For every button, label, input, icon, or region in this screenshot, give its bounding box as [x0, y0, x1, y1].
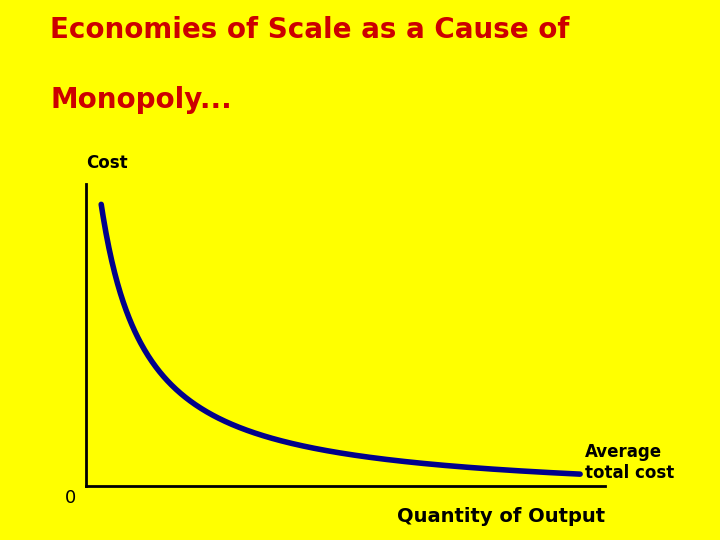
Text: Cost: Cost [86, 153, 128, 172]
Text: Monopoly...: Monopoly... [50, 86, 232, 114]
Text: Quantity of Output: Quantity of Output [397, 507, 605, 526]
Text: Average
total cost: Average total cost [585, 443, 675, 482]
Text: Economies of Scale as a Cause of: Economies of Scale as a Cause of [50, 16, 570, 44]
Text: 0: 0 [66, 489, 76, 507]
